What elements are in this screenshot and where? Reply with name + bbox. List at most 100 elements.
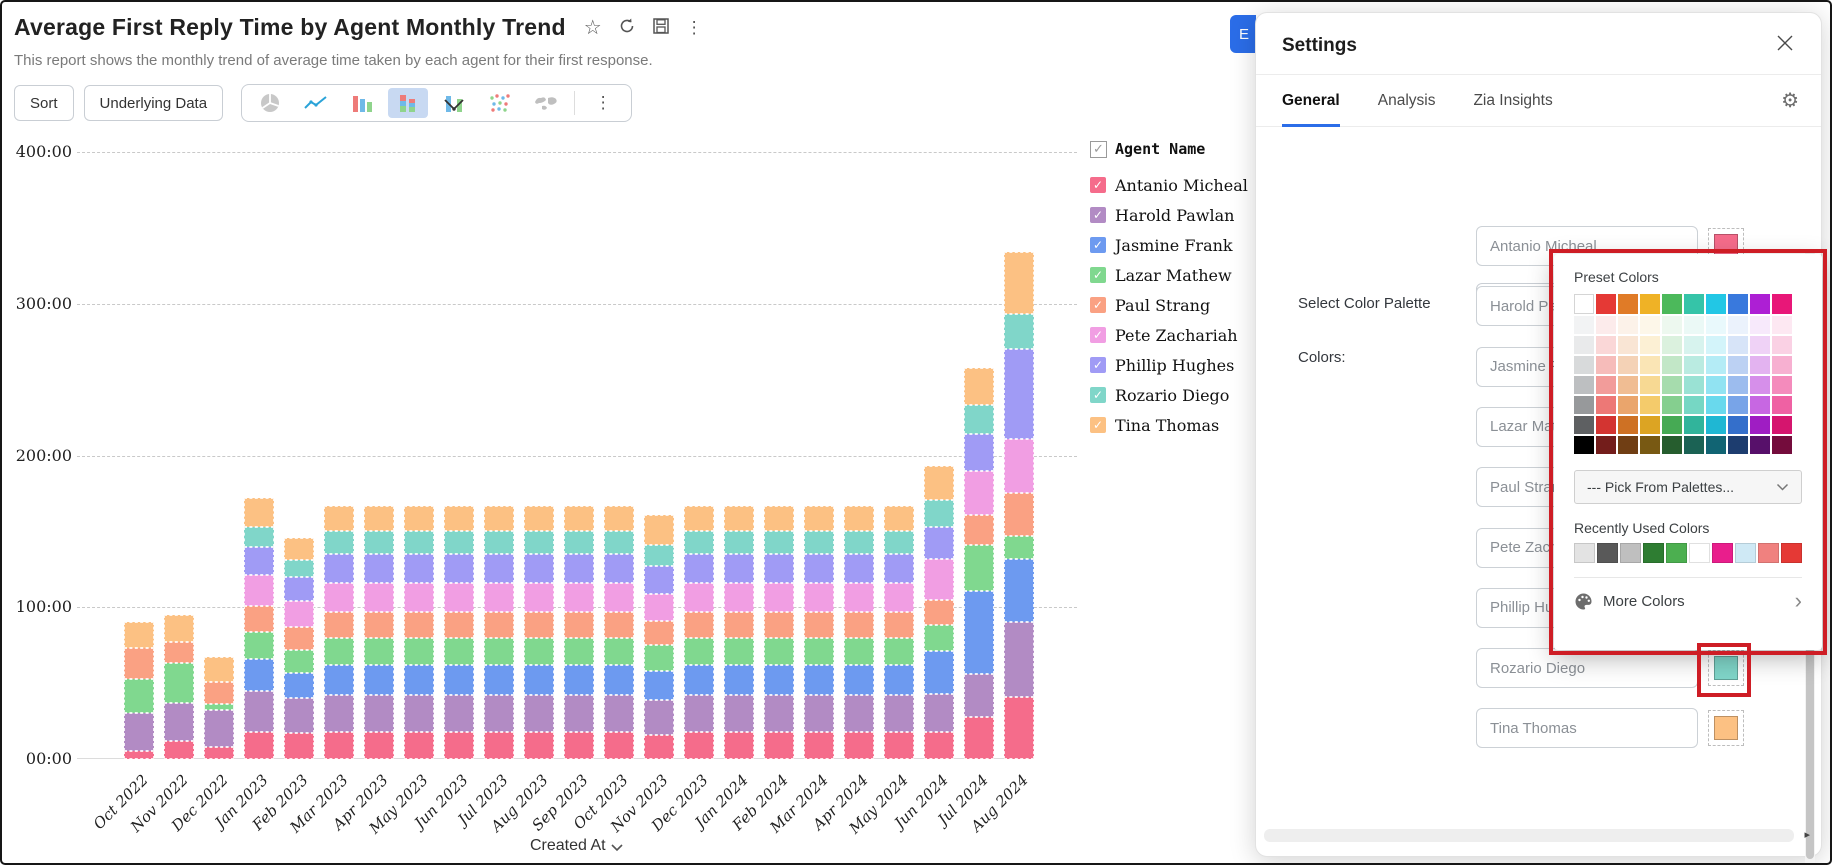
bar-segment[interactable] xyxy=(924,466,954,500)
line-chart-icon[interactable] xyxy=(296,88,336,118)
preset-color-cell[interactable] xyxy=(1706,356,1726,374)
favorite-star-icon[interactable]: ☆ xyxy=(583,16,602,39)
bar-segment[interactable] xyxy=(764,611,794,638)
bar-segment[interactable] xyxy=(244,658,274,691)
legend-checkbox[interactable]: ✓ xyxy=(1090,177,1106,193)
bar-segment[interactable] xyxy=(1004,558,1034,623)
bar-segment[interactable] xyxy=(604,554,634,583)
scroll-right-arrow-icon[interactable]: ▸ xyxy=(1804,829,1810,841)
bar-segment[interactable] xyxy=(284,698,314,734)
bar-segment[interactable] xyxy=(1004,314,1034,350)
refresh-icon[interactable] xyxy=(618,17,636,39)
more-colors-button[interactable]: More Colors › xyxy=(1574,577,1802,612)
bar-segment[interactable] xyxy=(884,695,914,732)
bar-segment[interactable] xyxy=(724,611,754,638)
bar-segment[interactable] xyxy=(164,614,194,643)
bar-oct-2023[interactable] xyxy=(604,505,634,759)
bar-segment[interactable] xyxy=(204,746,234,759)
chart-type-more-icon[interactable]: ⋮ xyxy=(594,93,612,112)
edit-button[interactable]: E xyxy=(1230,15,1256,53)
bar-segment[interactable] xyxy=(524,611,554,638)
bar-segment[interactable] xyxy=(964,367,994,406)
bar-segment[interactable] xyxy=(364,554,394,583)
bar-segment[interactable] xyxy=(284,560,314,577)
bar-segment[interactable] xyxy=(924,526,954,559)
stacked-bar-chart-icon[interactable] xyxy=(388,88,429,118)
preset-color-cell[interactable] xyxy=(1640,376,1660,394)
recent-color-swatch[interactable] xyxy=(1735,543,1756,563)
vertical-scrollbar-thumb[interactable] xyxy=(1806,509,1814,859)
preset-color-cell[interactable] xyxy=(1662,376,1682,394)
bar-segment[interactable] xyxy=(724,695,754,732)
bar-segment[interactable] xyxy=(324,731,354,759)
bar-segment[interactable] xyxy=(924,651,954,694)
bar-segment[interactable] xyxy=(484,583,514,612)
preset-color-cell[interactable] xyxy=(1596,436,1616,454)
bar-nov-2022[interactable] xyxy=(164,614,194,759)
bar-segment[interactable] xyxy=(644,699,674,735)
bar-segment[interactable] xyxy=(564,731,594,759)
preset-color-cell[interactable] xyxy=(1684,436,1704,454)
bar-segment[interactable] xyxy=(684,505,714,532)
bar-chart-icon[interactable] xyxy=(342,88,382,118)
bar-segment[interactable] xyxy=(444,531,474,555)
preset-color-cell[interactable] xyxy=(1640,416,1660,434)
bar-segment[interactable] xyxy=(1004,535,1034,559)
pick-from-palettes-select[interactable]: --- Pick From Palettes... xyxy=(1574,470,1802,504)
bar-segment[interactable] xyxy=(164,642,194,664)
legend-item-harold-pawlan[interactable]: ✓ Harold Pawlan xyxy=(1090,200,1255,230)
bar-segment[interactable] xyxy=(404,695,434,732)
preset-color-cell[interactable] xyxy=(1640,396,1660,414)
bar-apr-2024[interactable] xyxy=(844,505,874,759)
legend-checkbox[interactable]: ✓ xyxy=(1090,297,1106,313)
scatter-chart-icon[interactable] xyxy=(480,88,520,118)
bar-segment[interactable] xyxy=(484,637,514,665)
bar-segment[interactable] xyxy=(164,663,194,703)
bar-segment[interactable] xyxy=(804,583,834,612)
bar-segment[interactable] xyxy=(964,434,994,471)
x-axis-title[interactable]: Created At xyxy=(77,837,1077,855)
bar-segment[interactable] xyxy=(724,637,754,665)
bar-segment[interactable] xyxy=(244,690,274,732)
preset-color-cell[interactable] xyxy=(1662,316,1682,334)
recent-color-swatch[interactable] xyxy=(1574,543,1595,563)
map-chart-icon[interactable] xyxy=(526,88,566,118)
preset-color-cell[interactable] xyxy=(1574,416,1594,434)
preset-color-cell[interactable] xyxy=(1750,396,1770,414)
preset-color-cell[interactable] xyxy=(1750,436,1770,454)
preset-color-cell[interactable] xyxy=(1772,356,1792,374)
sort-button[interactable]: Sort xyxy=(14,85,74,121)
bar-segment[interactable] xyxy=(244,526,274,547)
bar-segment[interactable] xyxy=(844,583,874,612)
bar-segment[interactable] xyxy=(804,637,834,665)
preset-color-cell[interactable] xyxy=(1574,356,1594,374)
bar-segment[interactable] xyxy=(284,627,314,650)
preset-color-cell[interactable] xyxy=(1618,294,1638,314)
bar-aug-2023[interactable] xyxy=(524,505,554,759)
bar-segment[interactable] xyxy=(604,695,634,732)
bar-segment[interactable] xyxy=(364,583,394,612)
pie-chart-icon[interactable] xyxy=(250,88,290,118)
bar-segment[interactable] xyxy=(564,611,594,638)
bar-sep-2023[interactable] xyxy=(564,505,594,759)
legend-checkbox[interactable]: ✓ xyxy=(1090,357,1106,373)
preset-color-cell[interactable] xyxy=(1662,356,1682,374)
preset-color-cell[interactable] xyxy=(1662,294,1682,314)
preset-color-cell[interactable] xyxy=(1750,294,1770,314)
color-name-field-rozario-diego[interactable]: Rozario Diego xyxy=(1476,648,1698,689)
preset-color-cell[interactable] xyxy=(1706,294,1726,314)
bar-jan-2024[interactable] xyxy=(724,505,754,759)
preset-color-cell[interactable] xyxy=(1640,436,1660,454)
bar-segment[interactable] xyxy=(884,554,914,583)
bar-segment[interactable] xyxy=(124,622,154,649)
preset-color-cell[interactable] xyxy=(1618,336,1638,354)
preset-color-cell[interactable] xyxy=(1618,316,1638,334)
bar-segment[interactable] xyxy=(444,664,474,696)
more-options-icon[interactable]: ⋮ xyxy=(685,18,703,37)
bar-aug-2024[interactable] xyxy=(1004,252,1034,759)
bar-segment[interactable] xyxy=(364,531,394,555)
preset-color-cell[interactable] xyxy=(1772,396,1792,414)
bar-segment[interactable] xyxy=(1004,349,1034,439)
recent-color-swatch[interactable] xyxy=(1597,543,1618,563)
bar-segment[interactable] xyxy=(484,531,514,555)
